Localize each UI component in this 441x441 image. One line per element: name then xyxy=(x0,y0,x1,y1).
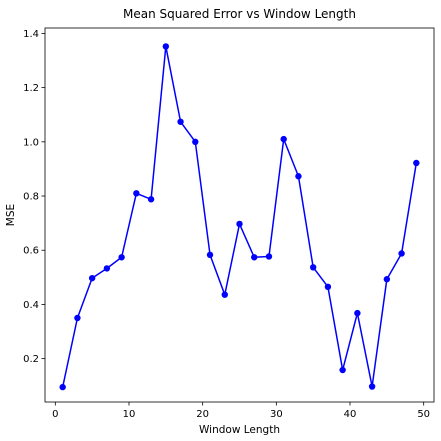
data-point xyxy=(280,135,287,143)
y-tick-label: 1.4 xyxy=(23,29,39,40)
data-point xyxy=(383,276,391,283)
data-point xyxy=(251,254,258,261)
y-tick-label: 0.8 xyxy=(23,192,39,203)
data-point xyxy=(133,190,140,197)
data-point xyxy=(74,314,81,322)
data-point xyxy=(398,250,405,257)
x-tick-label: 30 xyxy=(270,409,283,420)
data-point xyxy=(192,138,199,146)
data-point xyxy=(354,309,361,317)
x-tick-label: 10 xyxy=(123,409,136,420)
data-point xyxy=(295,173,302,180)
plot-area xyxy=(45,28,434,402)
x-tick-label: 50 xyxy=(417,409,430,420)
data-point xyxy=(118,254,125,261)
data-point xyxy=(324,283,332,291)
data-point xyxy=(206,251,214,259)
axes-frame xyxy=(44,27,435,403)
y-tick-label: 1.2 xyxy=(23,83,39,94)
data-point xyxy=(103,265,111,272)
y-tick-label: 0.2 xyxy=(23,354,39,365)
chart-title: Mean Squared Error vs Window Length xyxy=(123,7,356,21)
data-point xyxy=(309,264,317,271)
y-axis-label: MSE xyxy=(5,204,17,226)
ticks-group: 0 10 20 30 40 50 0.2 0.4 0.6 0.8 1.0 1.2 1.4 xyxy=(23,29,430,420)
data-point xyxy=(265,253,273,260)
x-tick-label: 0 xyxy=(52,409,58,420)
y-tick-label: 0.6 xyxy=(23,246,39,257)
data-point xyxy=(413,159,420,167)
x-tick-label: 40 xyxy=(344,409,357,420)
data-point xyxy=(147,196,155,203)
y-tick-label: 0.4 xyxy=(23,300,39,311)
data-point xyxy=(177,118,184,125)
data-point xyxy=(368,383,376,390)
series-group xyxy=(59,43,420,391)
data-point xyxy=(236,220,243,228)
x-axis-label: Window Length xyxy=(199,424,280,436)
data-point xyxy=(162,43,170,50)
data-point xyxy=(88,274,96,282)
data-point xyxy=(221,291,228,298)
y-tick-label: 1.0 xyxy=(23,137,39,148)
data-point xyxy=(339,366,346,374)
data-point xyxy=(59,383,66,391)
x-tick-label: 20 xyxy=(196,409,209,420)
